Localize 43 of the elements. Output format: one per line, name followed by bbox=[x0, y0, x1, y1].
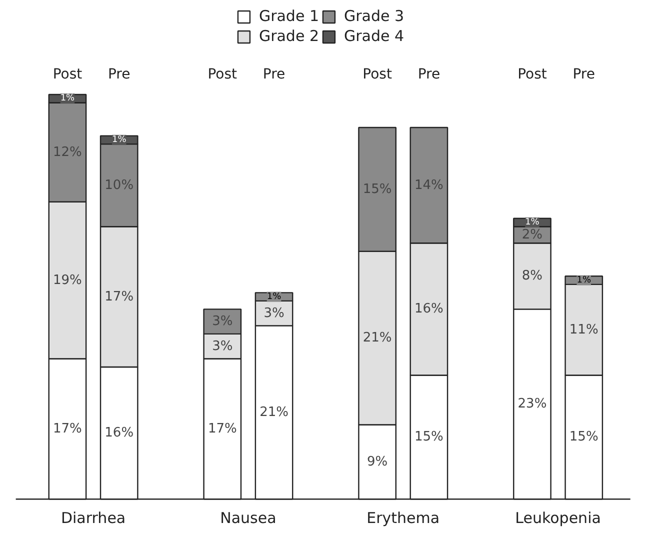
x-tick-label: Pre bbox=[418, 66, 440, 82]
data-label: 1% bbox=[576, 275, 592, 286]
data-label: 9% bbox=[366, 454, 388, 470]
data-label: 1% bbox=[112, 134, 127, 145]
legend-label: Grade 4 bbox=[344, 27, 404, 45]
legend-label: Grade 2 bbox=[258, 27, 319, 45]
legend-label: Grade 1 bbox=[258, 7, 319, 25]
data-label: 19% bbox=[53, 272, 82, 288]
data-label: 3% bbox=[264, 306, 284, 321]
data-label: 14% bbox=[414, 178, 444, 193]
data-label: 11% bbox=[569, 322, 598, 338]
data-label: 10% bbox=[104, 178, 134, 193]
x-tick-label: Post bbox=[208, 66, 238, 82]
data-label: 1% bbox=[266, 292, 282, 302]
data-label: 23% bbox=[518, 396, 547, 412]
text: Diarrhea bbox=[60, 509, 126, 528]
data-label: 17% bbox=[104, 289, 134, 304]
data-label: 21% bbox=[260, 404, 288, 420]
data-label: 3% bbox=[212, 338, 233, 354]
data-label: 15% bbox=[569, 430, 598, 445]
legend-label: Grade 3 bbox=[344, 7, 404, 25]
data-label: 17% bbox=[208, 421, 237, 436]
x-tick-label: Post bbox=[518, 66, 548, 82]
x-tick-label: Post bbox=[362, 66, 392, 82]
text: Nausea bbox=[220, 509, 276, 528]
data-label: 16% bbox=[104, 426, 134, 441]
x-tick-label: Pre bbox=[108, 66, 130, 82]
data-label: 1% bbox=[525, 217, 540, 228]
data-label: 21% bbox=[362, 330, 392, 346]
data-label: 12% bbox=[53, 144, 82, 160]
x-tick-label: Post bbox=[52, 66, 83, 82]
text: Leukopenia bbox=[515, 509, 601, 528]
data-label: 15% bbox=[414, 430, 444, 445]
x-tick-label: Pre bbox=[572, 66, 595, 82]
text: Erythema bbox=[366, 509, 440, 528]
data-label: 3% bbox=[212, 314, 233, 330]
data-label: 15% bbox=[362, 182, 392, 197]
data-label: 1% bbox=[60, 94, 76, 104]
x-tick-label: Pre bbox=[262, 66, 286, 82]
data-label: 2% bbox=[522, 227, 543, 242]
data-label: 8% bbox=[522, 268, 543, 284]
data-label: 16% bbox=[414, 302, 444, 317]
data-label: 17% bbox=[53, 421, 82, 436]
